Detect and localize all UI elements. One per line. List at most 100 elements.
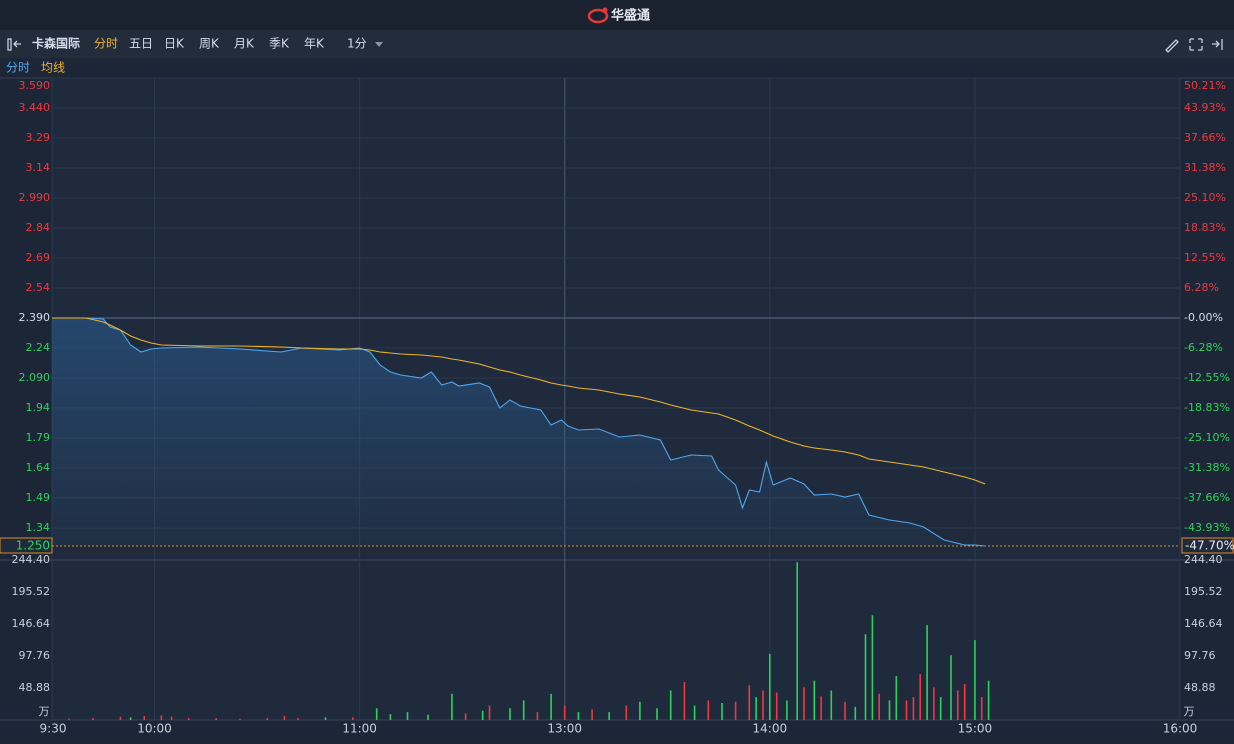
legend-bar: [0, 58, 1234, 78]
volume-bar: [813, 680, 816, 720]
volume-bar: [352, 717, 354, 720]
volume-bar: [92, 718, 94, 720]
volume-bar: [481, 710, 484, 720]
collapse-icon[interactable]: [7, 38, 21, 51]
legend-entry: 均线: [41, 61, 65, 75]
volume-bar: [796, 562, 798, 720]
volume-bar: [905, 700, 908, 720]
x-tick-label: 14:00: [753, 722, 788, 736]
volume-bar: [844, 701, 846, 720]
volume-bar: [786, 700, 788, 720]
brand-logo: [587, 7, 609, 24]
price-area: [52, 318, 986, 546]
y-tick-label: 3.590: [19, 79, 51, 92]
volume-bar: [854, 706, 857, 720]
y2-tick-label: 50.21%: [1184, 79, 1226, 92]
y2-tick-label: -12.55%: [1184, 371, 1230, 384]
volume-tick-label: 48.88: [1184, 681, 1216, 694]
volume-tick-label: 244.40: [1184, 553, 1223, 566]
volume-bar: [933, 687, 935, 720]
tab[interactable]: 五日: [129, 37, 153, 51]
interval[interactable]: 1分: [347, 37, 367, 51]
y2-tick-label: 43.93%: [1184, 101, 1226, 114]
volume-bar: [963, 684, 966, 720]
volume-bar: [266, 718, 269, 720]
x-tick-label: 13:00: [547, 722, 582, 736]
y2-tick-label: 12.55%: [1184, 251, 1226, 264]
volume-bar: [830, 690, 833, 720]
y2-tick-label: -25.10%: [1184, 431, 1230, 444]
dropdown-arrow[interactable]: [375, 42, 383, 47]
y-tick-label: 1.79: [26, 431, 51, 444]
volume-bar: [283, 716, 286, 720]
header-bar: [0, 0, 1234, 30]
tab[interactable]: 日K: [164, 37, 185, 51]
legend-entry: 分时: [6, 61, 30, 75]
volume-bar: [639, 701, 641, 720]
volume-bar: [608, 712, 610, 720]
volume-tick-label: 146.64: [1184, 617, 1223, 630]
volume-bar: [160, 715, 163, 720]
expand-icon[interactable]: [1212, 39, 1223, 50]
tab[interactable]: 周K: [199, 37, 220, 51]
y2-tick-label: 25.10%: [1184, 191, 1226, 204]
draw-icon[interactable]: [1165, 39, 1179, 53]
x-tick-label: 9:30: [40, 722, 67, 736]
volume-bar: [864, 634, 867, 720]
volume-bar: [912, 697, 915, 720]
volume-bar: [980, 697, 983, 720]
y-tick-label: 1.34: [26, 521, 51, 534]
tab[interactable]: 月K: [234, 37, 255, 51]
volume-tick-label: 195.52: [1184, 585, 1223, 598]
volume-bar: [170, 716, 173, 720]
volume-bar: [451, 693, 453, 720]
toolbar: [0, 30, 1234, 58]
tab[interactable]: 分时: [94, 37, 118, 51]
y2-tick-label: -18.83%: [1184, 401, 1230, 414]
volume-bar: [950, 655, 952, 720]
volume-tick-label: 97.76: [1184, 649, 1216, 662]
y-tick-label: 2.390: [19, 311, 51, 324]
volume-bar: [748, 685, 751, 720]
y-tick-label: 2.990: [19, 191, 51, 204]
tab[interactable]: 季K: [269, 37, 290, 51]
volume-bar: [769, 653, 771, 720]
volume-bar: [509, 708, 511, 720]
y-tick-label: 2.24: [26, 341, 51, 354]
volume-bar: [239, 718, 241, 720]
y-tick-label: 3.440: [19, 101, 51, 114]
y-tick-label: 1.49: [26, 491, 51, 504]
volume-bar: [919, 674, 921, 720]
volume-bar: [625, 705, 628, 720]
volume-bar: [888, 700, 891, 720]
fullscreen-icon[interactable]: [1189, 38, 1203, 51]
brand: 华盛通: [611, 8, 650, 24]
y-tick-label: 3.14: [26, 161, 51, 174]
x-tick-label: 11:00: [342, 722, 377, 736]
y-tick-label: 1.64: [26, 461, 51, 474]
volume-bar: [187, 718, 190, 720]
y2-tick-label: 31.38%: [1184, 161, 1226, 174]
tab[interactable]: 年K: [304, 37, 325, 51]
volume-bar: [464, 713, 467, 720]
volume-bar: [68, 718, 70, 720]
volume-bar: [577, 712, 580, 720]
volume-tick-label: 146.64: [12, 617, 51, 630]
volume-tick-label: 48.88: [19, 681, 51, 694]
volume-bar: [119, 716, 122, 720]
volume-bar: [878, 693, 880, 720]
volume-bar: [324, 717, 327, 720]
y2-tick-label: 37.66%: [1184, 131, 1226, 144]
volume-bar: [707, 700, 710, 720]
volume-unit: 万: [1184, 705, 1195, 718]
volume-bar: [375, 708, 378, 720]
volume-bar: [297, 718, 299, 720]
y-tick-label: 1.94: [26, 401, 51, 414]
volume-bar: [957, 690, 959, 720]
y2-tick-label: -43.93%: [1184, 521, 1230, 534]
volume-bar: [656, 708, 658, 720]
volume-tick-label: 195.52: [12, 585, 51, 598]
volume-bar: [871, 615, 874, 720]
average-line: [52, 317, 986, 485]
